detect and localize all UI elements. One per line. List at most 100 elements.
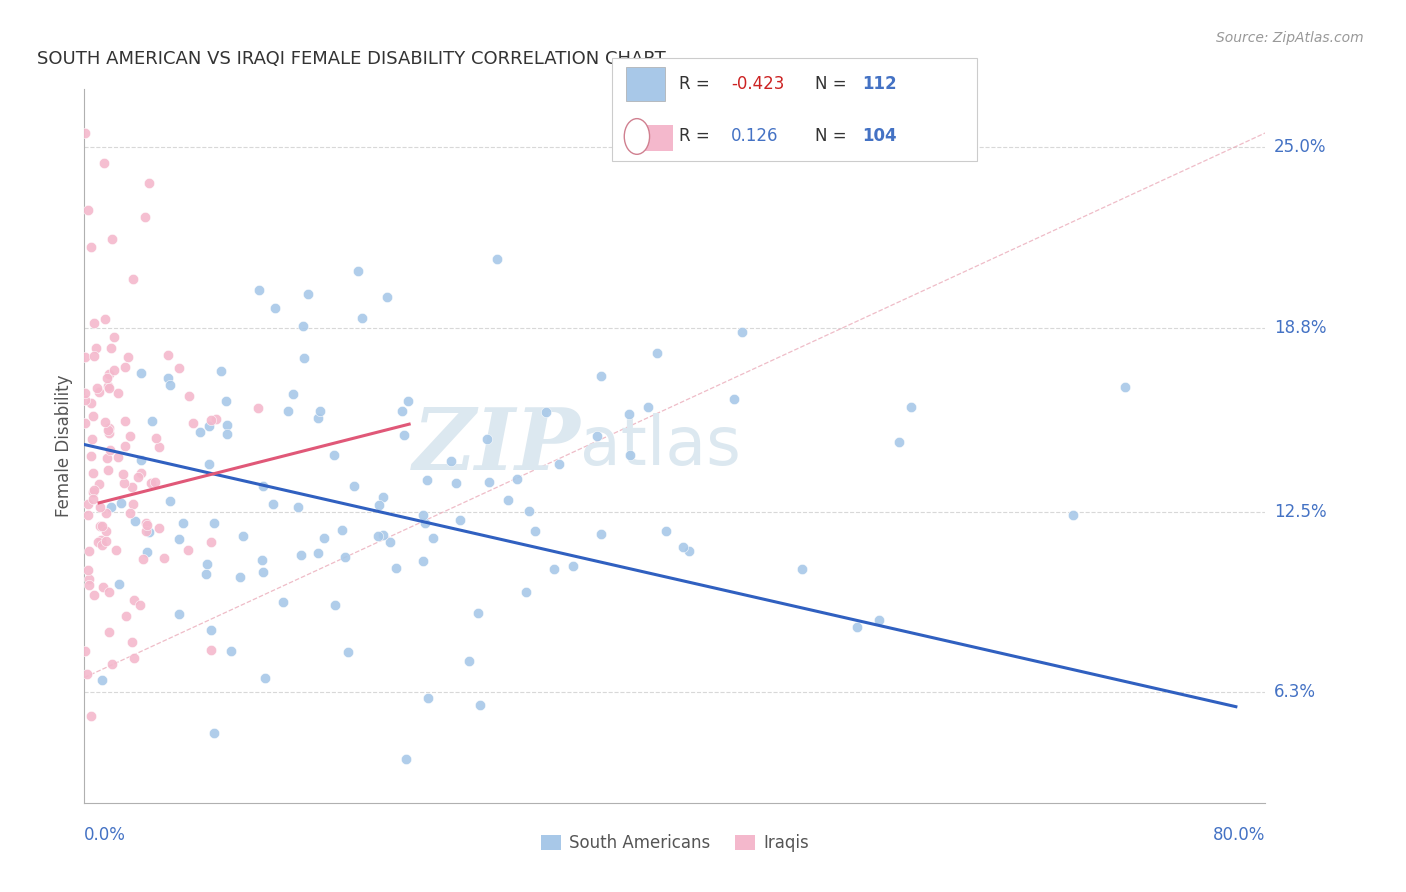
Point [89,519,111,533]
Point [82,409,104,424]
Point [309,404,332,418]
Point [98,367,121,381]
Point [75,416,97,430]
Point [94,534,117,549]
Point [75,393,97,408]
Point [900,401,922,415]
Point [181,416,204,430]
Point [330,523,353,537]
Text: 25.0%: 25.0% [1274,138,1326,156]
Point [118,428,141,442]
Point [307,411,329,425]
Point [82,466,104,480]
Point [75,386,97,401]
Point [75,126,97,140]
Point [129,466,152,480]
Point [148,521,170,535]
Point [100,342,122,356]
Point [159,493,181,508]
Point [336,645,359,659]
Point [121,272,143,286]
Text: R =: R = [679,128,710,145]
Point [108,576,131,591]
Point [98,585,121,599]
Point [730,325,752,339]
Point [107,450,129,464]
Point [346,264,368,278]
Point [562,559,585,574]
Point [589,527,612,541]
Text: SOUTH AMERICAN VS IRAQI FEMALE DISABILITY CORRELATION CHART: SOUTH AMERICAN VS IRAQI FEMALE DISABILIT… [37,50,666,68]
Point [263,301,285,315]
Point [145,432,167,446]
Point [169,532,191,546]
Point [134,211,156,225]
Point [297,286,319,301]
Point [200,413,222,427]
Text: 104: 104 [862,128,897,145]
Point [135,516,157,530]
Point [112,476,135,491]
Point [83,588,105,602]
Point [416,690,439,705]
Point [104,543,127,558]
Point [114,414,136,428]
Point [209,364,232,378]
Point [138,176,160,190]
Point [141,414,163,428]
Point [83,349,105,363]
Point [194,566,217,581]
Text: 12.5%: 12.5% [1274,502,1326,521]
Point [91,519,114,533]
Text: N =: N = [815,128,846,145]
Point [83,483,105,497]
Point [97,463,120,477]
Point [444,476,467,491]
Point [122,497,145,511]
Point [103,330,125,344]
Point [112,467,135,481]
Point [498,493,520,508]
Point [159,378,181,392]
Point [467,606,489,620]
Point [90,538,112,552]
Point [449,513,471,527]
Text: -0.423: -0.423 [731,75,785,93]
Text: atlas: atlas [581,413,741,479]
Point [100,232,122,246]
Point [392,428,415,442]
Point [77,508,100,523]
Point [136,517,159,532]
Point [413,516,436,530]
Point [262,497,284,511]
Point [198,419,221,434]
Point [458,654,481,668]
Point [792,562,814,576]
Text: 0.0%: 0.0% [84,826,127,844]
Point [232,529,254,543]
Point [412,508,434,522]
Y-axis label: Female Disability: Female Disability [55,375,73,517]
Point [87,385,110,400]
Point [548,458,571,472]
Point [637,400,659,414]
Text: Source: ZipAtlas.com: Source: ZipAtlas.com [1216,31,1364,45]
Point [523,524,546,538]
Point [90,533,112,548]
Point [118,506,141,520]
Point [373,527,395,541]
Point [77,544,100,558]
Point [82,491,104,506]
Point [477,432,499,446]
Point [124,514,146,528]
Point [585,429,607,443]
Point [97,381,120,395]
Point [868,613,890,627]
Point [91,581,114,595]
Point [422,531,444,545]
Point [416,473,439,487]
Point [167,361,190,376]
Point [82,485,104,500]
Point [94,415,117,429]
Point [371,490,394,504]
